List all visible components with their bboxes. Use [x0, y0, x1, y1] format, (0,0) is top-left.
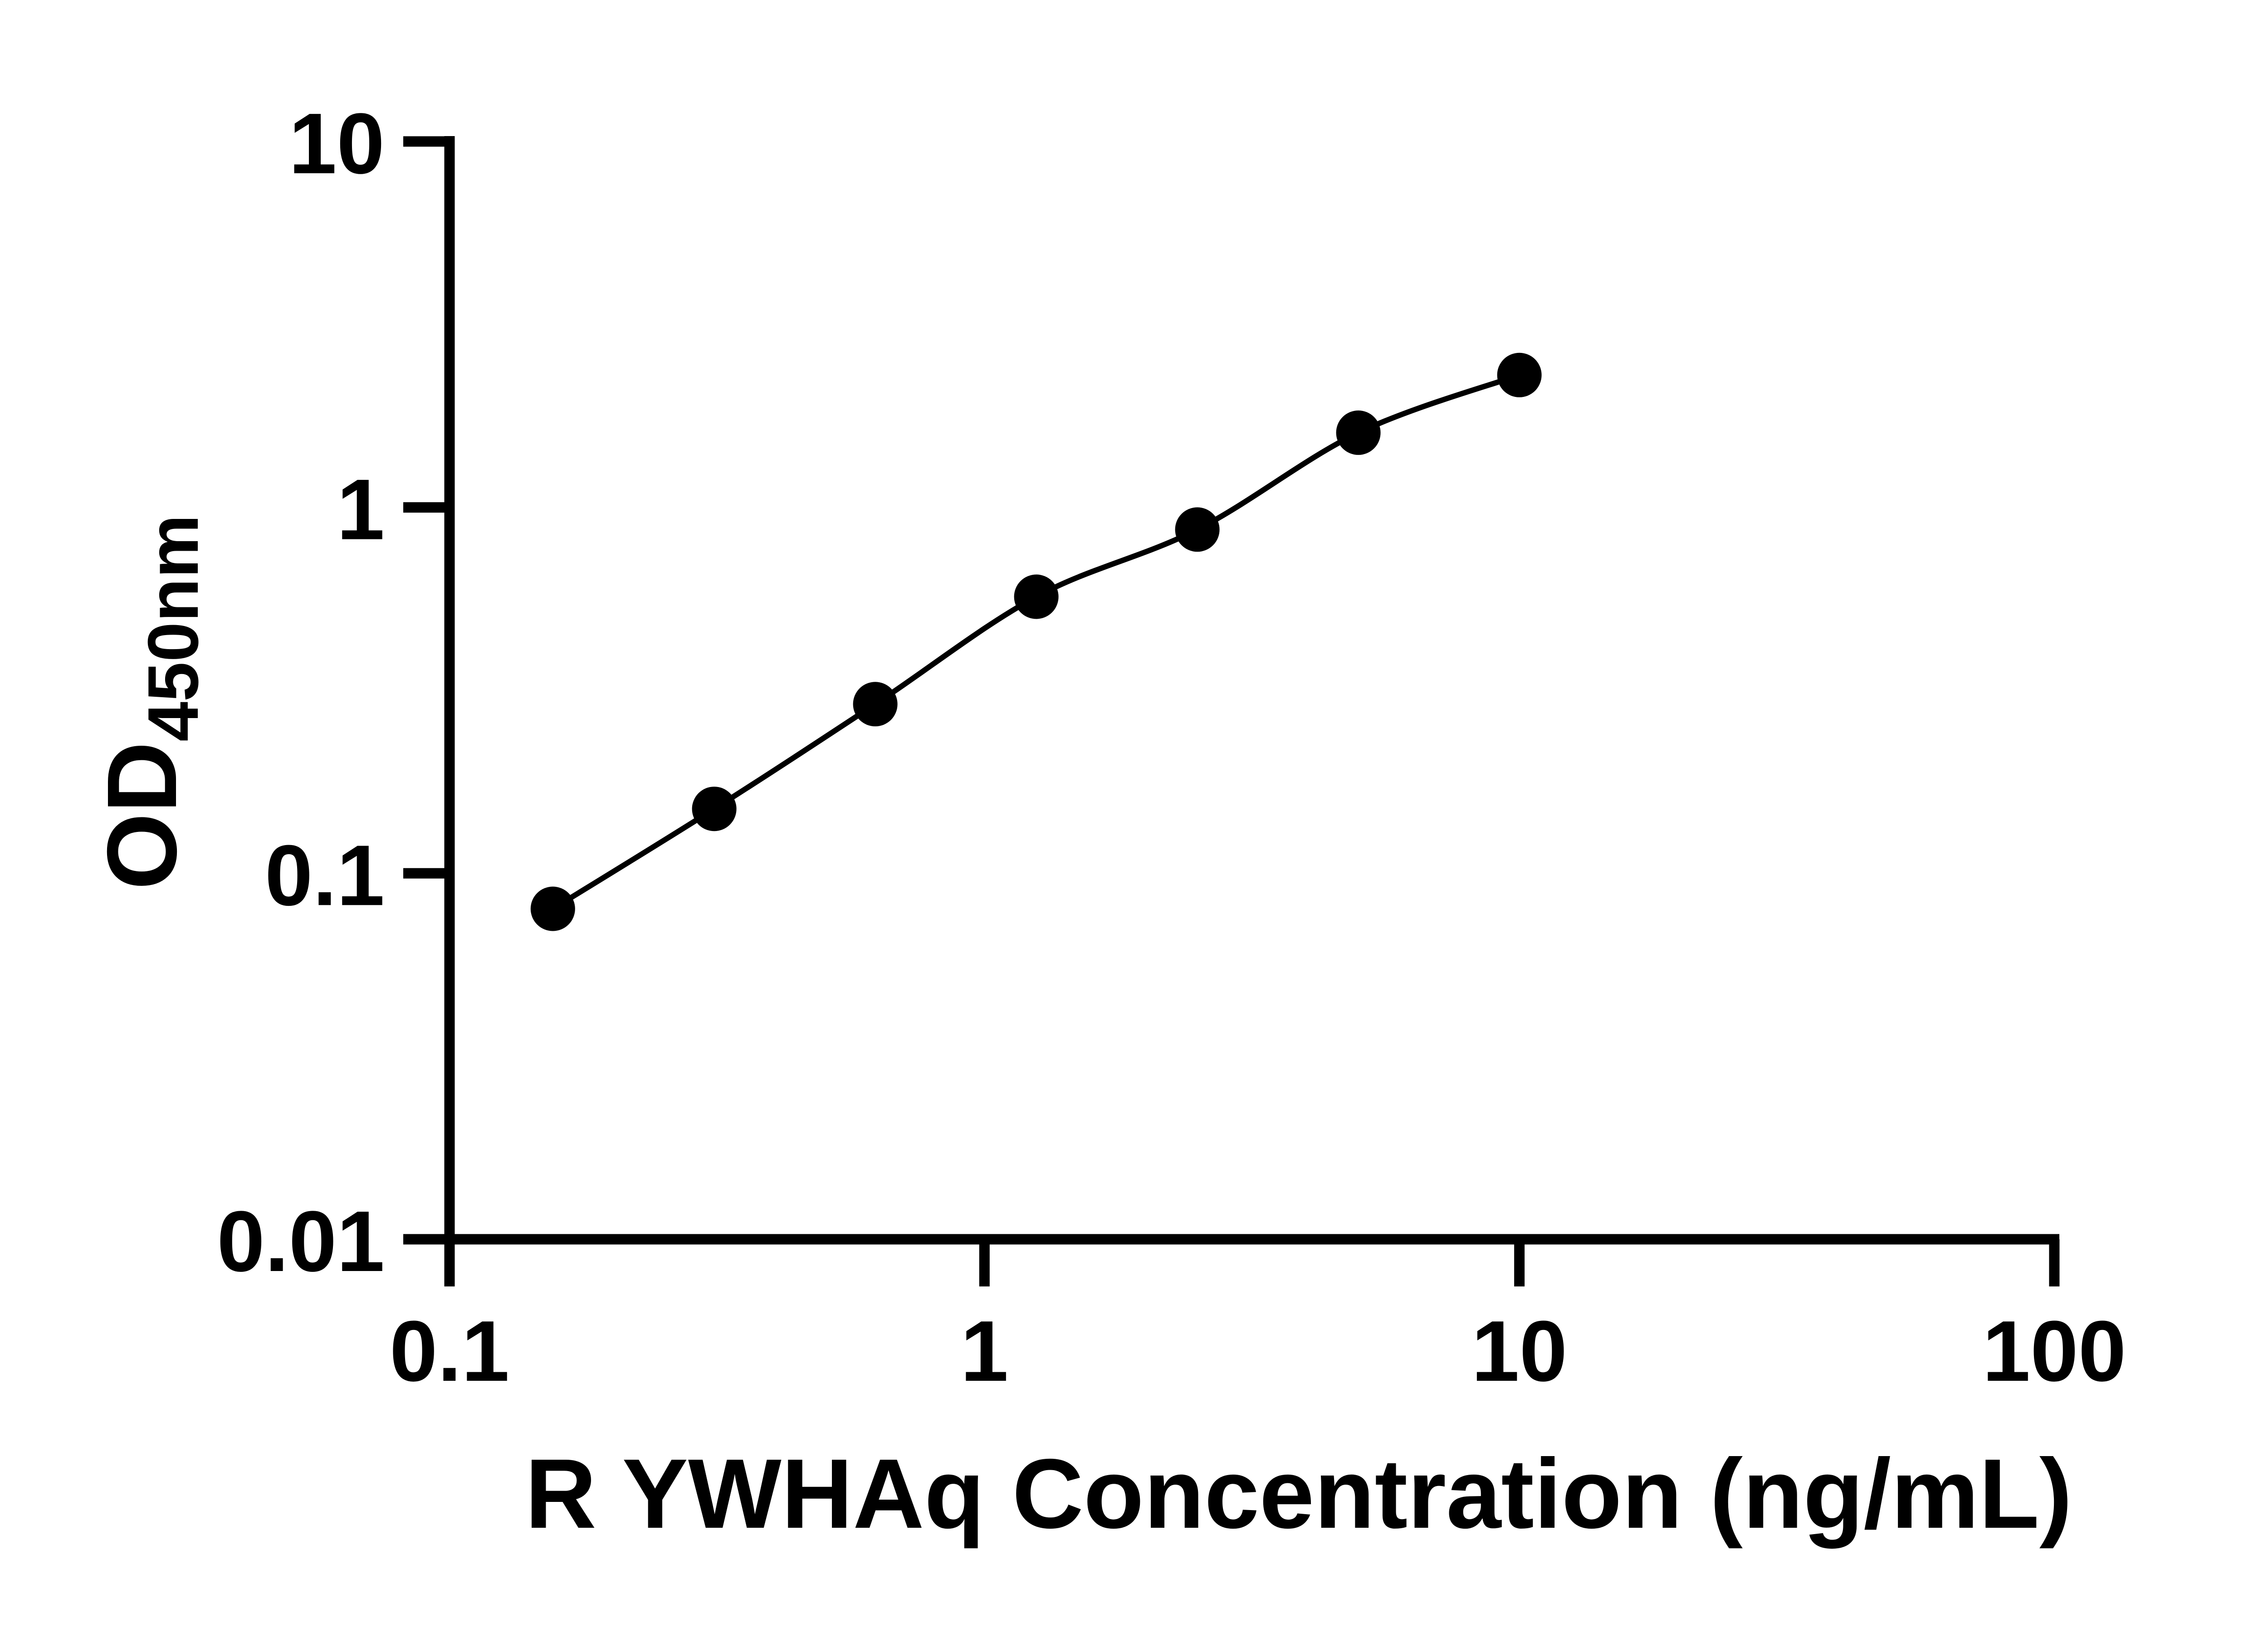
- y-axis-title: OD450nm: [87, 514, 213, 890]
- y-axis-title-base: OD: [87, 742, 197, 890]
- standard-curve-line: [550, 372, 1522, 912]
- x-tick-label-10: 10: [1471, 1303, 1567, 1399]
- data-point-2: [853, 682, 898, 727]
- y-axis-tick-labels: 0.01 0.1 1 10: [217, 96, 385, 1290]
- y-tick-label-0.1: 0.1: [265, 827, 385, 924]
- data-point-5: [1336, 410, 1381, 455]
- y-axis-ticks: [403, 136, 450, 1245]
- data-point-4: [1175, 507, 1220, 552]
- x-axis-ticks: [444, 1239, 2060, 1286]
- y-tick-label-10: 10: [289, 96, 385, 192]
- data-point-6: [1497, 352, 1542, 397]
- y-tick-label-1: 1: [337, 462, 385, 558]
- data-points: [530, 352, 1542, 931]
- data-point-1: [692, 787, 737, 831]
- x-axis-tick-labels: 0.1 1 10 100: [390, 1303, 2126, 1399]
- data-point-0: [530, 886, 575, 931]
- x-tick-label-1: 1: [960, 1303, 1008, 1399]
- x-axis-title: R YWHAq Concentration (ng/mL): [525, 1439, 2072, 1549]
- y-tick-label-0.01: 0.01: [217, 1193, 385, 1290]
- x-tick-label-0.1: 0.1: [390, 1303, 509, 1399]
- axes: [444, 136, 2059, 1245]
- y-axis-title-subscript: 450nm: [133, 514, 213, 742]
- data-point-3: [1014, 574, 1059, 619]
- x-tick-label-100: 100: [1982, 1303, 2126, 1399]
